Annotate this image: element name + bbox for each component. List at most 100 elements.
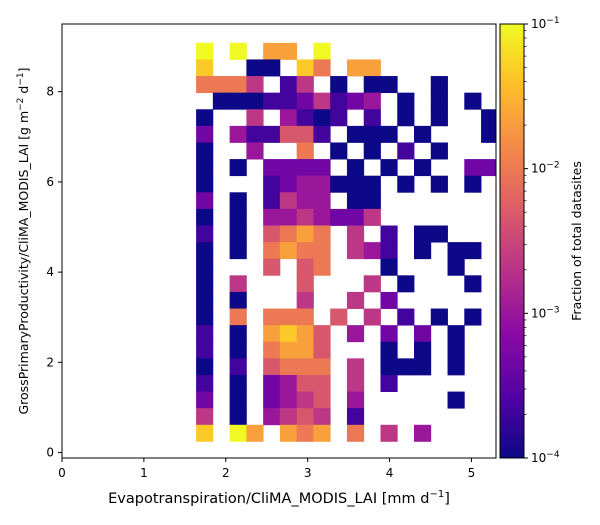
heatmap-cell (380, 258, 398, 276)
heatmap-cell (263, 192, 281, 210)
heatmap-cell (296, 59, 314, 77)
heatmap-cell (229, 42, 247, 60)
heatmap-cell (196, 159, 214, 177)
heatmap-cell (363, 192, 381, 210)
heatmap-cell (346, 225, 365, 243)
heatmap-cell (346, 208, 365, 226)
heatmap-cell (447, 325, 465, 343)
heatmap-cell (279, 192, 298, 210)
heatmap-cell (279, 109, 298, 127)
y-axis-ticks: 0 2 4 6 8 (46, 85, 62, 460)
heatmap-cell (196, 424, 214, 442)
heatmap-cell (330, 109, 348, 127)
heatmap-cell (196, 341, 214, 359)
heatmap-cell (279, 42, 298, 60)
heatmap-cell (229, 325, 247, 343)
y-tick-label: 6 (46, 175, 54, 189)
heatmap-cell (263, 92, 281, 110)
heatmap-cell (430, 142, 448, 160)
heatmap-cell (263, 208, 281, 226)
heatmap-cell (229, 76, 247, 94)
x-tick-label: 4 (386, 466, 394, 480)
heatmap-cell (296, 358, 314, 376)
heatmap-cell (464, 242, 482, 260)
heatmap-cell (313, 242, 331, 260)
heatmap-cell (414, 424, 432, 442)
heatmap-cell (346, 175, 365, 193)
heatmap-cell (279, 358, 298, 376)
heatmap-cell (263, 242, 281, 260)
heatmap-cell (196, 175, 214, 193)
x-axis-ticks: 0 1 2 3 4 5 (58, 458, 475, 480)
heatmap-cell (397, 358, 415, 376)
heatmap-cell (380, 358, 398, 376)
heatmap-cell (279, 374, 298, 392)
heatmap-cell (363, 125, 381, 143)
heatmap-cell (296, 208, 314, 226)
heatmap-cell (414, 125, 432, 143)
heatmap-cell (229, 159, 247, 177)
heatmap-cell (397, 275, 415, 293)
heatmap-cell (279, 325, 298, 343)
heatmap-cell (380, 424, 398, 442)
heatmap-cell (363, 142, 381, 160)
heatmap-cell (279, 76, 298, 94)
heatmap-cell (196, 358, 214, 376)
heatmap-cell (263, 341, 281, 359)
heatmap-cell (229, 275, 247, 293)
heatmap-cell (296, 92, 314, 110)
heatmap-cell (346, 391, 365, 409)
y-tick-label: 8 (46, 85, 54, 99)
heatmap-cell (279, 408, 298, 426)
heatmap-cell (246, 125, 264, 143)
heatmap-cell (414, 159, 432, 177)
heatmap-cell (263, 159, 281, 177)
heatmap-cell (313, 325, 331, 343)
heatmap-cell (363, 175, 381, 193)
heatmap-cell (296, 275, 314, 293)
heatmap-cell (346, 325, 365, 343)
heatmap-cell (279, 175, 298, 193)
heatmap-cell (313, 341, 331, 359)
heatmap-cell (229, 408, 247, 426)
heatmap-cell (447, 391, 465, 409)
colorbar-ticks: 10−4 10−3 10−2 10−1 (524, 16, 560, 465)
heatmap-cell (447, 341, 465, 359)
heatmap-cell (481, 159, 496, 177)
heatmap-cell (313, 424, 331, 442)
heatmap-cell (380, 291, 398, 309)
colorbar-tick-label: 10−1 (531, 16, 560, 31)
heatmap-cell (229, 358, 247, 376)
heatmap-cell (296, 159, 314, 177)
heatmap-cell (229, 125, 247, 143)
heatmap-cell (380, 159, 398, 177)
heatmap-cell (380, 76, 398, 94)
heatmap-cell (397, 308, 415, 326)
heatmap-cell (346, 59, 365, 77)
heatmap-cell (313, 125, 331, 143)
heatmap-cell (296, 225, 314, 243)
heatmap-cell (279, 225, 298, 243)
heatmap-cell (296, 308, 314, 326)
heatmap-cell (263, 358, 281, 376)
heatmap-cell (263, 308, 281, 326)
y-axis-label: GrossPrimaryProductivity/CliMA_MODIS_LAI… (16, 67, 31, 414)
heatmap-cells (196, 42, 496, 442)
heatmap-cell (263, 325, 281, 343)
heatmap-cell (330, 308, 348, 326)
y-tick-label: 2 (46, 355, 54, 369)
heatmap-cell (263, 42, 281, 60)
heatmap-cell (430, 109, 448, 127)
heatmap-cell (346, 159, 365, 177)
heatmap-cell (263, 59, 281, 77)
heatmap-cell (296, 424, 314, 442)
y-tick-label: 4 (46, 265, 54, 279)
heatmap-cell (246, 59, 264, 77)
x-tick-label: 5 (468, 466, 476, 480)
heatmap-cell (296, 175, 314, 193)
heatmap-cell (196, 76, 214, 94)
heatmap-cell (313, 175, 331, 193)
colorbar-label: Fraction of total datasites (569, 161, 584, 321)
heatmap-cell (229, 308, 247, 326)
heatmap-cell (246, 76, 264, 94)
